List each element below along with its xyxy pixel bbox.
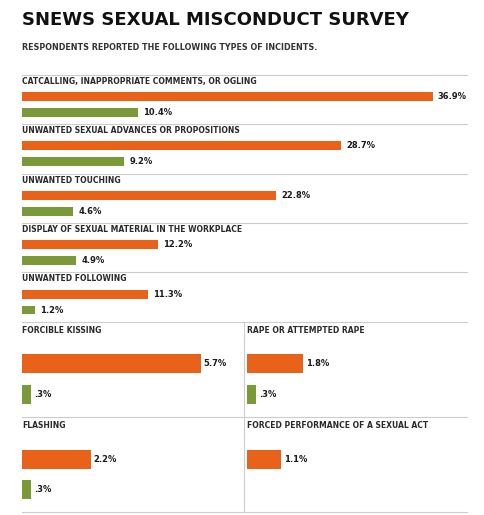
- Text: 9.2%: 9.2%: [130, 157, 153, 166]
- Text: RAPE OR ATTEMPTED RAPE: RAPE OR ATTEMPTED RAPE: [247, 325, 364, 335]
- Text: .3%: .3%: [259, 390, 276, 399]
- Bar: [247, 385, 257, 404]
- Text: 22.8%: 22.8%: [281, 191, 310, 200]
- Text: RESPONDENTS REPORTED THE FOLLOWING TYPES OF INCIDENTS.: RESPONDENTS REPORTED THE FOLLOWING TYPES…: [22, 43, 317, 52]
- Text: DISPLAY OF SEXUAL MATERIAL IN THE WORKPLACE: DISPLAY OF SEXUAL MATERIAL IN THE WORKPL…: [22, 225, 242, 234]
- Text: UNWANTED TOUCHING: UNWANTED TOUCHING: [22, 176, 121, 184]
- Bar: [22, 450, 91, 469]
- Bar: [22, 157, 124, 166]
- Bar: [22, 142, 341, 150]
- Text: 5.7%: 5.7%: [204, 359, 227, 368]
- Bar: [22, 385, 31, 404]
- Text: SNEWS SEXUAL MISCONDUCT SURVEY: SNEWS SEXUAL MISCONDUCT SURVEY: [22, 11, 408, 29]
- Bar: [22, 290, 148, 299]
- Text: 28.7%: 28.7%: [347, 142, 376, 150]
- Text: .3%: .3%: [34, 485, 51, 494]
- Bar: [22, 108, 137, 117]
- Text: 12.2%: 12.2%: [163, 241, 192, 249]
- Bar: [247, 354, 303, 373]
- Text: 36.9%: 36.9%: [438, 92, 467, 101]
- Bar: [22, 207, 73, 216]
- Text: 10.4%: 10.4%: [143, 108, 172, 117]
- Bar: [22, 241, 158, 249]
- Text: FORCIBLE KISSING: FORCIBLE KISSING: [22, 325, 101, 335]
- Bar: [22, 305, 35, 315]
- Text: 1.1%: 1.1%: [284, 455, 307, 464]
- Text: .3%: .3%: [34, 390, 51, 399]
- Bar: [247, 450, 282, 469]
- Bar: [22, 256, 76, 265]
- Text: FLASHING: FLASHING: [22, 421, 65, 430]
- Text: UNWANTED FOLLOWING: UNWANTED FOLLOWING: [22, 274, 126, 283]
- Text: 4.9%: 4.9%: [82, 256, 105, 265]
- Text: 1.2%: 1.2%: [41, 305, 64, 315]
- Text: FORCED PERFORMANCE OF A SEXUAL ACT: FORCED PERFORMANCE OF A SEXUAL ACT: [247, 421, 428, 430]
- Text: UNWANTED SEXUAL ADVANCES OR PROPOSITIONS: UNWANTED SEXUAL ADVANCES OR PROPOSITIONS: [22, 126, 240, 135]
- Text: CATCALLING, INAPPROPRIATE COMMENTS, OR OGLING: CATCALLING, INAPPROPRIATE COMMENTS, OR O…: [22, 77, 257, 85]
- Text: 11.3%: 11.3%: [153, 290, 182, 299]
- Bar: [22, 191, 275, 200]
- Bar: [22, 480, 31, 499]
- Text: 2.2%: 2.2%: [93, 455, 117, 464]
- Text: 4.6%: 4.6%: [78, 207, 102, 216]
- Bar: [22, 354, 201, 373]
- Bar: [22, 92, 433, 101]
- Text: 1.8%: 1.8%: [306, 359, 329, 368]
